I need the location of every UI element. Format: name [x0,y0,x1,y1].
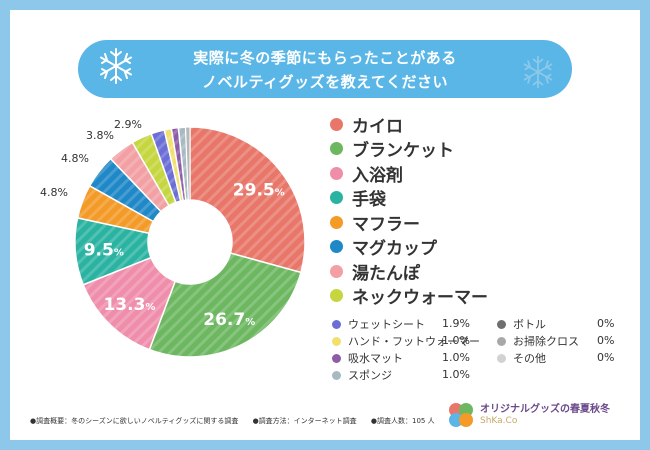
survey-overview: ●調査概要：冬のシーズンに欲しいノベルティグッズに関する調査 [30,417,239,425]
pie-slice-texture-4 [77,185,154,234]
small-legend-value: 1.9% [442,317,470,330]
slice-label-0: 29.5% [233,181,285,201]
small-legend-label: ボトル [513,318,546,331]
pie-slice-texture-6 [110,142,169,212]
small-legend-value: 0% [597,334,615,347]
pie-slice-texture-10 [171,127,186,201]
pie-slice-texture-9 [164,128,184,202]
small-legend-swatch [497,353,506,363]
small-legend-item: ウェットシート [332,316,425,332]
small-legend-value: 1.0% [442,368,470,381]
pie-slice-texture-2 [83,257,176,350]
legend-item: ネックウォーマー [330,284,488,308]
legend-item: 湯たんぽ [330,259,420,284]
pie-slice-texture-7 [132,133,176,206]
pie-slice-texture-1 [149,253,301,357]
chart-title-line-2: ノベルティグッズを教えてください [202,73,448,91]
legend-item: マフラー [330,210,420,235]
survey-count: ●調査人数：105 人 [370,417,435,425]
small-legend-swatch [332,319,341,329]
small-legend-label: ハンド・フットウォーマー [348,335,480,348]
pie-slice-texture-8 [151,129,181,203]
legend-label: 手袋 [352,190,386,210]
small-legend-item: お掃除クロス [497,333,579,349]
title-banner: 実際に冬の季節にもらったことがある ノベルティグッズを教えてください [78,40,572,98]
legend-item: 手袋 [330,186,386,210]
small-legend-value: 0% [597,351,615,364]
pie-slice-texture-5 [89,158,162,222]
legend-label: マフラー [352,214,420,235]
small-legend-value: 1.0% [442,334,470,347]
small-legend-item: スポンジ [332,367,392,383]
small-legend-item: ボトル [497,316,546,332]
legend-label: ネックウォーマー [352,288,488,308]
chart-title-line-1: 実際に冬の季節にもらったことがある [193,49,457,67]
small-legend-label: スポンジ [348,369,392,382]
legend-item: 入浴剤 [330,161,403,186]
small-legend-label: ウェットシート [348,318,425,331]
slice-label-5: 4.8% [61,152,89,165]
legend-swatch [330,215,343,229]
brand-sub: ShKa.Co [480,416,518,426]
pie-slice-texture-3 [74,217,152,285]
slice-label-1: 26.7% [203,310,255,330]
brand-flower-icon [449,403,473,427]
legend-label: 湯たんぽ [352,263,420,284]
slice-label-3: 9.5% [84,240,124,260]
small-legend-item: その他 [497,350,546,366]
legend-small: ウェットシート 1.9% ハンド・フットウォーマー 1.0% 吸水マット 1.0% スポンジ… [332,316,632,386]
survey-footer: ●調査概要：冬のシーズンに欲しいノベルティグッズに関する調査 ●調査方法：インタ… [30,416,447,426]
small-legend-swatch [497,336,506,346]
slice-label-7: 2.9% [114,118,142,131]
legend-swatch [330,117,343,131]
legend-item: マグカップ [330,235,437,259]
pie-slice-texture-0 [190,127,305,273]
small-legend-label: 吸水マット [348,352,403,365]
snowflake-icon-left [100,48,132,84]
legend-label: ブランケット [352,141,454,161]
small-legend-item: 吸水マット [332,350,403,366]
brand-logo: オリジナルグッズの春夏秋冬 ShKa.Co [446,394,626,438]
legend-label: カイロ [352,116,403,137]
legend-item: ブランケット [330,137,454,161]
small-legend-value: 0% [597,317,615,330]
snowflake-icon-right [523,55,553,89]
legend-swatch [330,289,343,302]
legend-swatch [330,166,343,180]
legend-label: 入浴剤 [352,165,403,186]
legend-swatch [330,264,343,278]
small-legend-label: お掃除クロス [513,335,579,348]
small-legend-swatch [332,370,341,380]
small-legend-swatch [332,336,341,346]
survey-method: ●調査方法：インターネット調査 [252,417,357,425]
legend-swatch [330,240,343,253]
small-legend-swatch [332,353,341,363]
slice-label-6: 3.8% [86,129,114,142]
small-legend-swatch [497,319,506,329]
legend-swatch [330,191,343,204]
legend-swatch [330,142,343,155]
slice-label-2: 13.3% [103,295,155,315]
legend-label: マグカップ [352,239,437,259]
pie-slice-other-zero [185,126,191,201]
small-legend-value: 1.0% [442,351,470,364]
legend-item: カイロ [330,112,403,137]
brand-name: オリジナルグッズの春夏秋冬 [480,404,610,415]
small-legend-item: ハンド・フットウォーマー [332,333,480,349]
small-legend-label: その他 [513,352,546,365]
slice-label-4: 4.8% [40,186,68,199]
